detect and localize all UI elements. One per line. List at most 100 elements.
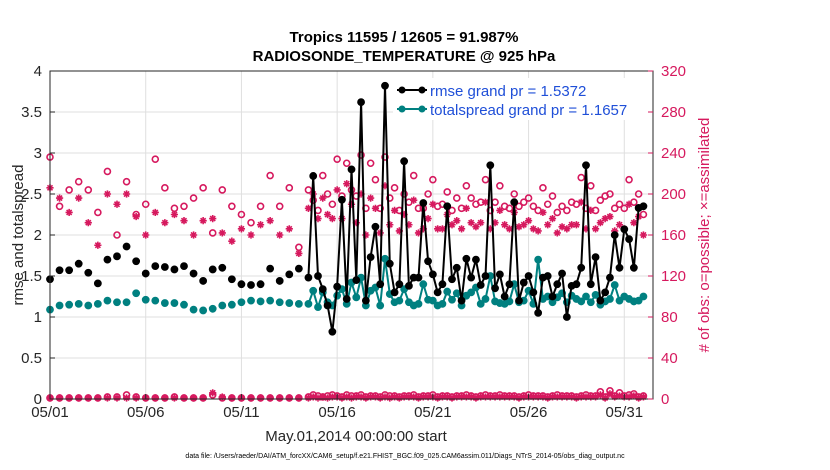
rmse-point [295, 265, 302, 272]
obs-assimilated-marker [267, 394, 274, 401]
obs-possible-marker [554, 209, 560, 215]
obs-assimilated-marker [75, 195, 82, 202]
rmse-point [611, 232, 618, 239]
obs-assimilated-marker [94, 242, 101, 249]
obs-possible-marker [181, 203, 187, 209]
obs-assimilated-marker [171, 394, 178, 401]
rmse-point [415, 274, 422, 281]
obs-assimilated-marker [238, 225, 245, 232]
obs-assimilated-marker [104, 190, 111, 197]
spread-point [114, 299, 121, 306]
x-tick-label: 05/11 [223, 404, 259, 421]
obs-possible-marker [411, 173, 417, 179]
rmse-point [238, 281, 245, 288]
rmse-point [219, 264, 226, 271]
rmse-point [405, 282, 412, 289]
spread-point [396, 297, 403, 304]
obs-possible-marker [171, 205, 177, 211]
rmse-point [401, 158, 408, 165]
obs-possible-marker [320, 173, 326, 179]
obs-assimilated-marker [247, 231, 254, 238]
y-tick-label-left: 2 [34, 227, 42, 244]
rmse-point [329, 328, 336, 335]
rmse-point [358, 99, 365, 106]
obs-assimilated-marker [367, 195, 374, 202]
rmse-point [530, 289, 537, 296]
obs-assimilated-marker [257, 394, 264, 401]
rmse-point [492, 285, 499, 292]
obs-possible-marker [277, 203, 283, 209]
y-tick-label-left: 1 [34, 309, 42, 326]
spread-point [315, 304, 322, 311]
y-tick-label-right: 80 [661, 309, 678, 326]
rmse-point [439, 281, 446, 288]
obs-assimilated-marker [458, 225, 465, 232]
spread-point [295, 300, 302, 307]
spread-point [592, 291, 599, 298]
obs-possible-marker [95, 209, 101, 215]
obs-assimilated-marker [544, 221, 551, 228]
obs-assimilated-marker [329, 215, 336, 222]
obs-assimilated-marker [171, 211, 178, 218]
grid-layer [50, 71, 653, 399]
obs-assimilated-marker [334, 186, 341, 193]
chart-root: Tropics 11595 / 12605 = 91.987% RADIOSON… [0, 0, 830, 470]
obs-assimilated-marker [161, 394, 168, 401]
rmse-point [114, 253, 121, 260]
rmse-point [482, 273, 489, 280]
obs-possible-marker [497, 183, 503, 189]
rmse-point [640, 203, 647, 210]
obs-assimilated-marker [161, 219, 168, 226]
obs-assimilated-marker [573, 221, 580, 228]
obs-possible-marker [219, 187, 225, 193]
chart-svg: Tropics 11595 / 12605 = 91.987% RADIOSON… [0, 0, 830, 470]
rmse-point [563, 314, 570, 321]
obs-possible-marker [229, 203, 235, 209]
line-layer [305, 82, 647, 335]
rmse-point [630, 264, 637, 271]
y-tick-label-left: 0 [34, 391, 42, 408]
spread-point [161, 300, 168, 307]
obs-possible-marker [104, 168, 110, 174]
obs-assimilated-marker [477, 219, 484, 226]
obs-assimilated-marker [66, 394, 73, 401]
obs-assimilated-marker [554, 229, 561, 236]
rmse-point [142, 270, 149, 277]
spread-point [449, 296, 456, 303]
rmse-point [305, 274, 312, 281]
obs-assimilated-marker [200, 217, 207, 224]
legend-marker-spread-right [419, 106, 426, 113]
obs-possible-marker [468, 195, 474, 201]
obs-assimilated-marker [286, 225, 293, 232]
spread-point [310, 287, 317, 294]
legend-marker-spread-left [399, 106, 406, 113]
y-axis-label-right: # of obs: o=possible; ×=assimilated [696, 118, 713, 353]
rmse-point [549, 293, 556, 300]
rmse-point [310, 172, 317, 179]
obs-possible-marker [344, 160, 350, 166]
obs-assimilated-marker [539, 209, 546, 216]
chart-title-line1: Tropics 11595 / 12605 = 91.987% [290, 29, 519, 46]
obs-assimilated-marker [180, 394, 187, 401]
x-tick-label: 05/26 [510, 404, 548, 421]
rmse-point [444, 203, 451, 210]
obs-assimilated-marker [247, 394, 254, 401]
obs-possible-marker [57, 203, 63, 209]
obs-assimilated-marker [113, 201, 120, 208]
y-tick-label-right: 0 [661, 391, 669, 408]
spread-point [104, 297, 111, 304]
rmse-point [621, 226, 628, 233]
obs-assimilated-marker [75, 394, 82, 401]
rmse-point [420, 200, 427, 207]
spread-point [209, 305, 216, 312]
rmse-point [587, 281, 594, 288]
rmse-point [559, 270, 566, 277]
spread-point [75, 300, 82, 307]
obs-assimilated-marker [276, 231, 283, 238]
rmse-point [583, 162, 590, 169]
obs-possible-marker [564, 207, 570, 213]
rmse-point [133, 258, 140, 265]
rmse-point [592, 254, 599, 261]
obs-assimilated-marker [113, 394, 120, 401]
obs-assimilated-marker [209, 215, 216, 222]
